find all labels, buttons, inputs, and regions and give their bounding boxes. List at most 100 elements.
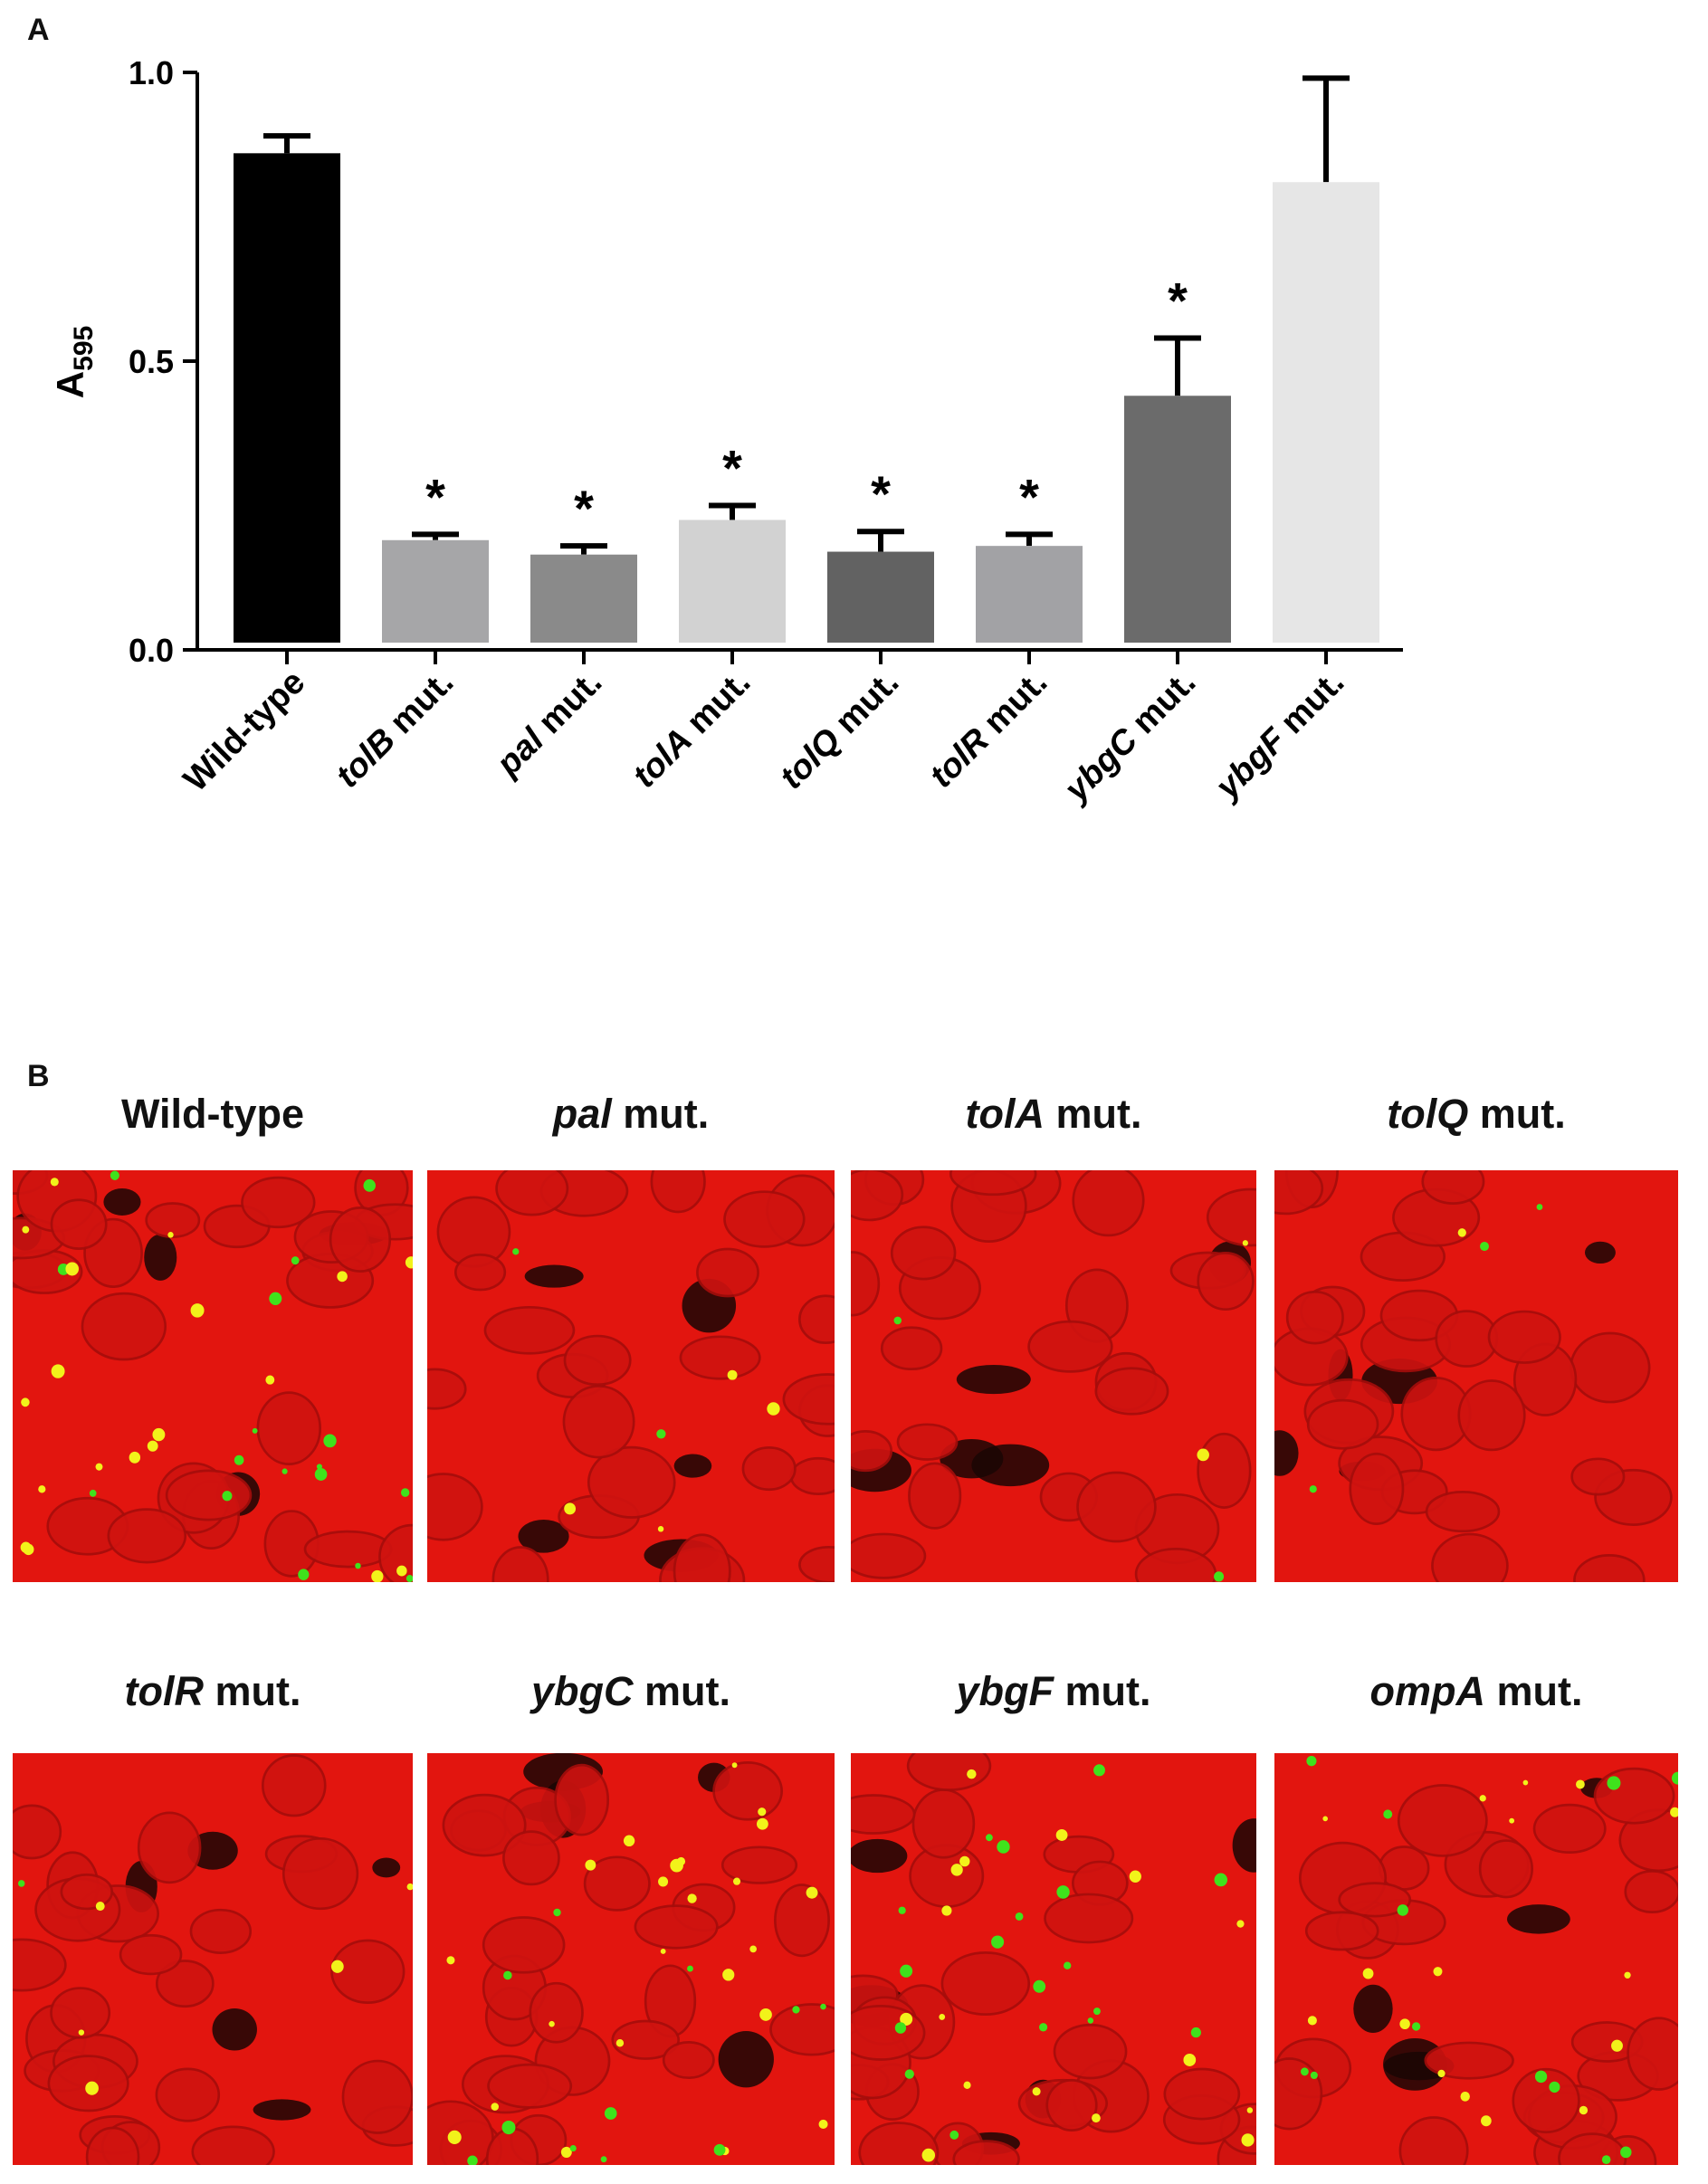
dark-gap bbox=[144, 1234, 177, 1281]
bacteria-speck bbox=[400, 1488, 410, 1497]
cell-outline bbox=[1304, 1911, 1379, 1951]
y-tick-label: 1.0 bbox=[129, 54, 174, 91]
cell-outline bbox=[487, 2063, 573, 2109]
bacteria-speck bbox=[467, 2155, 478, 2165]
bacteria-speck bbox=[491, 2103, 499, 2111]
micrograph-title-text: mut. bbox=[1468, 1091, 1566, 1137]
bacteria-speck bbox=[564, 1502, 577, 1515]
bacteria-speck bbox=[997, 1840, 1010, 1854]
cell-outline bbox=[1076, 1471, 1157, 1543]
bacteria-speck bbox=[23, 1543, 34, 1556]
bacteria-speck bbox=[110, 1170, 119, 1180]
dark-gap bbox=[971, 1444, 1050, 1487]
cell-outline bbox=[949, 1170, 1037, 1197]
cell-outline bbox=[241, 1176, 316, 1229]
cell-outline bbox=[137, 1811, 202, 1884]
bar bbox=[530, 554, 637, 643]
cell-outline bbox=[880, 1326, 943, 1371]
cell-outline bbox=[851, 2005, 926, 2061]
micrograph-title: tolQ mut. bbox=[1274, 1091, 1678, 1138]
y-tick-label: 0.5 bbox=[129, 343, 174, 380]
bacteria-speck bbox=[1437, 2069, 1446, 2078]
bacteria-speck bbox=[820, 2003, 826, 2010]
cell-outline bbox=[851, 1532, 927, 1579]
cell-outline bbox=[851, 1251, 881, 1317]
cell-outline bbox=[908, 1462, 962, 1530]
cell-outline bbox=[1570, 1331, 1651, 1404]
bacteria-speck bbox=[22, 1226, 30, 1234]
bacteria-speck bbox=[371, 1569, 384, 1582]
bacteria-speck bbox=[1093, 1764, 1105, 1777]
bacteria-speck bbox=[941, 1905, 952, 1916]
bacteria-speck bbox=[767, 1402, 780, 1416]
cell-outline bbox=[1072, 1170, 1145, 1237]
cell-outline bbox=[851, 1170, 904, 1222]
cell-outline bbox=[495, 1170, 569, 1216]
bacteria-speck bbox=[330, 1960, 344, 1973]
micrograph-title: ompA mut. bbox=[1274, 1668, 1678, 1715]
bacteria-speck bbox=[604, 2107, 617, 2120]
bacteria-speck bbox=[749, 1945, 757, 1953]
bacteria-speck bbox=[921, 2148, 936, 2162]
bacteria-speck bbox=[1481, 2115, 1492, 2127]
cell-outline bbox=[679, 1335, 761, 1380]
cell-outline bbox=[1053, 2023, 1128, 2080]
cell-outline bbox=[554, 1763, 610, 1836]
micrograph-image bbox=[427, 1170, 835, 1582]
micrograph-title-gene: ompA bbox=[1369, 1668, 1486, 1714]
bacteria-speck bbox=[167, 1232, 174, 1238]
micrograph-image bbox=[851, 1753, 1256, 2165]
bacteria-speck bbox=[222, 1491, 233, 1502]
cell-outline bbox=[303, 1530, 393, 1569]
micrograph-canvas bbox=[851, 1170, 1256, 1582]
micrograph-canvas bbox=[13, 1753, 413, 2165]
bacteria-speck bbox=[1032, 2087, 1041, 2096]
dark-gap bbox=[372, 1857, 401, 1878]
cell-outline bbox=[442, 1793, 527, 1857]
bacteria-speck bbox=[687, 1893, 697, 1903]
bacteria-speck bbox=[818, 2119, 828, 2130]
cell-outline bbox=[911, 1788, 976, 1859]
cell-outline bbox=[341, 2059, 413, 2134]
micrograph-canvas bbox=[13, 1170, 413, 1582]
bacteria-speck bbox=[1214, 1571, 1225, 1582]
bacteria-speck bbox=[1536, 1204, 1543, 1211]
cell-outline bbox=[329, 1206, 392, 1273]
bacteria-speck bbox=[1549, 2081, 1560, 2093]
bacteria-speck bbox=[21, 1397, 30, 1407]
bacteria-speck bbox=[38, 1485, 46, 1493]
bacteria-speck bbox=[900, 2012, 913, 2026]
cell-outline bbox=[1398, 2116, 1469, 2165]
cell-outline bbox=[1274, 1170, 1324, 1216]
micrograph-title-text: mut. bbox=[1485, 1668, 1583, 1714]
cell-outline bbox=[673, 1533, 731, 1582]
cell-outline bbox=[107, 1508, 187, 1564]
bacteria-speck bbox=[758, 1807, 767, 1817]
micrograph-title-text: Wild-type bbox=[120, 1091, 305, 1137]
micrograph-image bbox=[13, 1753, 413, 2165]
cell-outline bbox=[529, 1981, 584, 2044]
bacteria-speck bbox=[147, 1440, 158, 1452]
bacteria-speck bbox=[1671, 1771, 1678, 1785]
dark-gap bbox=[851, 1838, 908, 1874]
micrograph-title-gene: tolR bbox=[124, 1668, 204, 1714]
cell-outline bbox=[789, 1456, 835, 1495]
dark-gap bbox=[1274, 1430, 1299, 1476]
cell-outline bbox=[13, 1938, 67, 1992]
cell-outline bbox=[1424, 2041, 1514, 2080]
y-axis-label: A595 bbox=[49, 326, 99, 398]
bacteria-speck bbox=[1038, 2023, 1048, 2032]
cell-outline bbox=[50, 1987, 111, 2039]
micrograph-title: ybgC mut. bbox=[427, 1668, 835, 1715]
cell-outline bbox=[851, 1430, 893, 1473]
bacteria-speck bbox=[1087, 2017, 1094, 2024]
bacteria-speck bbox=[1055, 1828, 1068, 1841]
bacteria-speck bbox=[252, 1427, 258, 1434]
bacteria-speck bbox=[991, 1935, 1005, 1949]
cell-outline bbox=[1421, 1170, 1485, 1205]
bacteria-speck bbox=[1522, 1779, 1529, 1786]
cell-outline bbox=[851, 1794, 916, 1835]
cell-outline bbox=[256, 1391, 321, 1465]
bacteria-speck bbox=[660, 1948, 666, 1954]
panel-a-label: A bbox=[27, 13, 50, 47]
